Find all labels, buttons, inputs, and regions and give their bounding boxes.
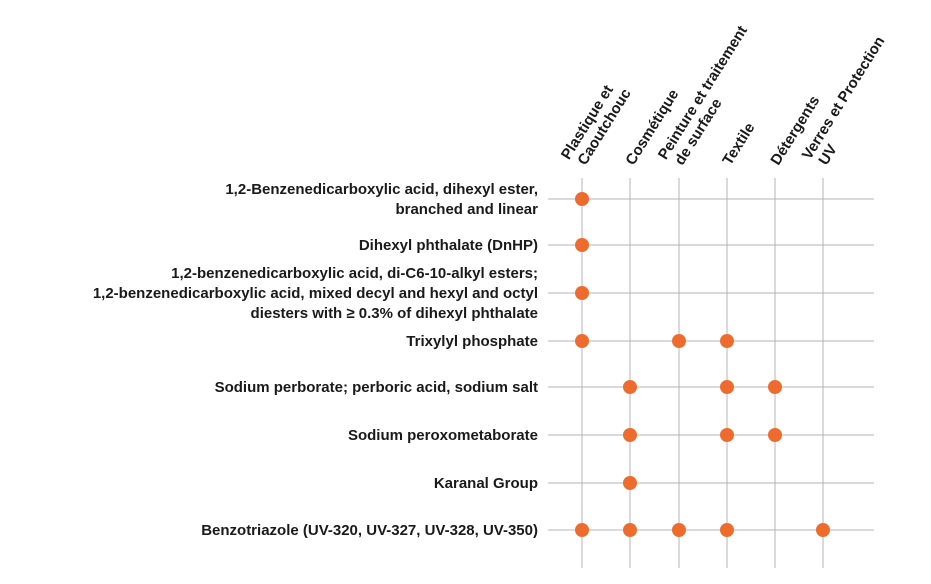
row-label-2: 1,2-benzenedicarboxylic acid, mixed decy… [93, 285, 538, 302]
dot-row5-col3 [720, 428, 734, 442]
dot-row7-col3 [720, 523, 734, 537]
row-label-0: 1,2-Benzenedicarboxylic acid, dihexyl es… [225, 181, 538, 198]
dot-row7-col5 [816, 523, 830, 537]
dot-row3-col3 [720, 334, 734, 348]
column-label-3: Textile [719, 120, 758, 168]
dot-row5-col1 [623, 428, 637, 442]
row-label-0: branched and linear [395, 201, 538, 218]
row-label-7: Benzotriazole (UV-320, UV-327, UV-328, U… [201, 522, 538, 539]
dot-row5-col4 [768, 428, 782, 442]
row-label-6: Karanal Group [434, 475, 538, 492]
dot-row4-col4 [768, 380, 782, 394]
row-label-3: Trixylyl phosphate [406, 333, 538, 350]
row-label-1: Dihexyl phthalate (DnHP) [359, 237, 538, 254]
row-label-2: diesters with ≥ 0.3% of dihexyl phthalat… [251, 305, 538, 322]
dot-row4-col3 [720, 380, 734, 394]
dots [575, 192, 830, 537]
dot-row0-col0 [575, 192, 589, 206]
dot-row7-col1 [623, 523, 637, 537]
row-label-5: Sodium peroxometaborate [348, 427, 538, 444]
dot-row7-col0 [575, 523, 589, 537]
row-label-4: Sodium perborate; perboric acid, sodium … [215, 379, 538, 396]
dot-row4-col1 [623, 380, 637, 394]
column-labels: Plastique etCaoutchoucCosmétiquePeinture… [558, 23, 889, 168]
horizontal-gridlines [548, 198, 874, 531]
vertical-gridlines [581, 178, 824, 568]
dot-row7-col2 [672, 523, 686, 537]
dot-row3-col0 [575, 334, 589, 348]
dot-row2-col0 [575, 286, 589, 300]
dot-row1-col0 [575, 238, 589, 252]
dot-row3-col2 [672, 334, 686, 348]
dot-row6-col1 [623, 476, 637, 490]
row-labels: 1,2-Benzenedicarboxylic acid, dihexyl es… [93, 181, 538, 539]
column-label-line: Textile [719, 120, 758, 168]
row-label-2: 1,2-benzenedicarboxylic acid, di-C6-10-a… [171, 265, 538, 282]
